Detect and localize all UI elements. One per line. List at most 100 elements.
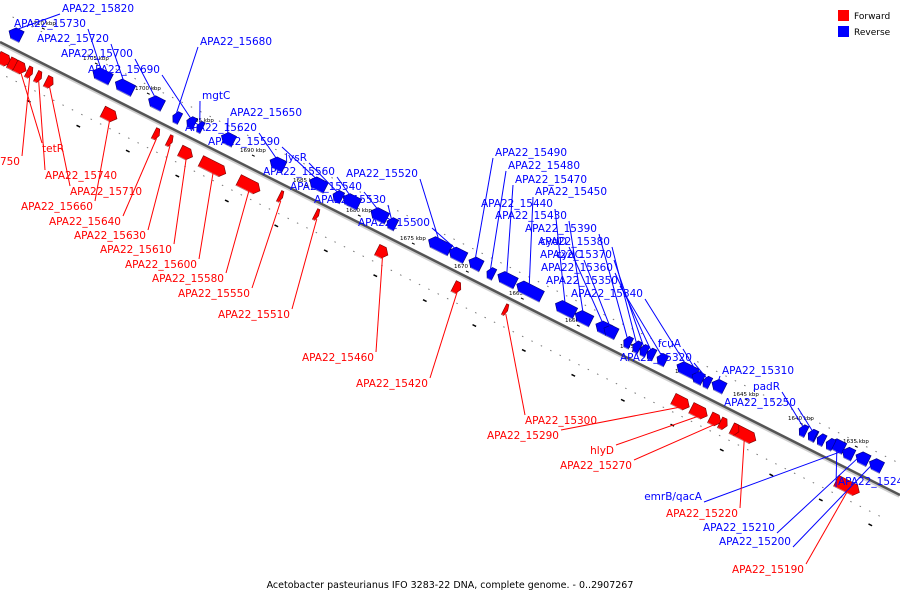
- gene-arrow-hlyd[interactable]: [688, 402, 708, 420]
- gene-arrow-extra-1[interactable]: [816, 433, 828, 448]
- gene-label-apa22-15700[interactable]: APA22_15700: [61, 48, 133, 60]
- gene-arrow-apa22-15720[interactable]: [114, 78, 137, 97]
- gene-arrow-apa22-15200[interactable]: [869, 458, 886, 474]
- gene-arrow-apa22-15660[interactable]: [99, 105, 118, 123]
- gene-label-apa22-15560[interactable]: APA22_15560: [263, 166, 335, 178]
- gene-label-apa22-15360[interactable]: APA22_15360: [541, 262, 613, 274]
- gene-label-apa22-15650[interactable]: APA22_15650: [230, 107, 302, 119]
- gene-label-apa22-15530[interactable]: APA22_15530: [314, 194, 386, 206]
- gene-arrow-mgtc[interactable]: [196, 120, 206, 135]
- gene-arrow-apa22-15650[interactable]: [221, 132, 238, 148]
- gene-label-apa22-15220[interactable]: APA22_15220: [666, 508, 738, 520]
- gene-label-apa22-15610[interactable]: APA22_15610: [100, 244, 172, 256]
- gene-label-apa22-15460[interactable]: APA22_15460: [302, 352, 374, 364]
- gene-arrow-apa22-15640[interactable]: [150, 127, 161, 141]
- gene-label-apa22-15310[interactable]: APA22_15310: [722, 365, 794, 377]
- gene-label-apa22-15380[interactable]: APA22_15380: [538, 236, 610, 248]
- gene-arrow-extra-2[interactable]: [825, 437, 837, 452]
- gene-arrow-cydc[interactable]: [603, 324, 620, 341]
- gene-label-apa22-15290[interactable]: APA22_15290: [487, 430, 559, 442]
- gene-arrow-apa22-15430[interactable]: [574, 310, 595, 328]
- gene-arrow-apa22-15690[interactable]: [186, 116, 198, 131]
- gene-label-apa22-15340[interactable]: APA22_15340: [571, 288, 643, 300]
- gene-label-apa22-15300[interactable]: APA22_15300: [525, 415, 597, 427]
- gene-label-apa22-15520[interactable]: APA22_15520: [346, 168, 418, 180]
- gene-arrow-apa22-15710[interactable]: [42, 74, 54, 89]
- gene-label-apa22-15730[interactable]: APA22_15730: [14, 18, 86, 30]
- gene-arrow-unlabeled-0[interactable]: [0, 50, 12, 67]
- gene-arrow-apa22-15310[interactable]: [711, 378, 728, 395]
- gene-label-apa22-15210[interactable]: APA22_15210: [703, 522, 775, 534]
- gene-label-apa22-15350[interactable]: APA22_15350: [546, 275, 618, 287]
- gene-label-cydd[interactable]: cydD: [540, 236, 567, 248]
- gene-arrow-apa22-15490[interactable]: [468, 256, 485, 273]
- gene-arrow-apa22-15390[interactable]: [623, 335, 635, 350]
- gene-arrow-extra-0[interactable]: [807, 428, 819, 443]
- gene-arrow-apa22-15520[interactable]: [428, 236, 454, 257]
- gene-arrow-apa22-15480[interactable]: [486, 267, 498, 281]
- gene-label-apa22-15430[interactable]: APA22_15430: [495, 210, 567, 222]
- gene-arrow-apa22-15730[interactable]: [92, 67, 114, 86]
- gene-label-apa22-15690[interactable]: APA22_15690: [88, 64, 160, 76]
- gene-label-apa22-15200[interactable]: APA22_15200: [719, 536, 791, 548]
- gene-arrow-apa22-15320[interactable]: [702, 375, 714, 390]
- gene-arrow-apa22-15190[interactable]: [833, 474, 860, 497]
- gene-label-apa22-15630[interactable]: APA22_15630: [74, 230, 146, 242]
- gene-label-mgtc[interactable]: mgtC: [202, 90, 230, 102]
- gene-label-apa22-15660[interactable]: APA22_15660: [21, 201, 93, 213]
- gene-arrow-apa22-15620[interactable]: [269, 156, 288, 174]
- gene-arrow-apa22-15700[interactable]: [148, 95, 166, 112]
- gene-label-apa22-15470[interactable]: APA22_15470: [515, 174, 587, 186]
- gene-label-apa22-15720[interactable]: APA22_15720: [37, 33, 109, 45]
- gene-arrow-apa22-15210[interactable]: [855, 451, 872, 468]
- gene-label-apa22-15550[interactable]: APA22_15550: [178, 288, 250, 300]
- gene-arrow-apa22-15680[interactable]: [172, 111, 184, 126]
- gene-arrow-apa22-15500[interactable]: [448, 246, 469, 265]
- gene-arrow-apa22-15820[interactable]: [8, 27, 25, 44]
- gene-arrow-apa22-15610[interactable]: [176, 144, 193, 161]
- gene-label-fcua[interactable]: fcuA: [658, 338, 682, 350]
- gene-label-apa22-15750[interactable]: APA22_15750: [0, 156, 20, 168]
- gene-label-apa22-15680[interactable]: APA22_15680: [200, 36, 272, 48]
- gene-label-apa22-15240[interactable]: APA22_15240: [838, 476, 900, 488]
- gene-arrow-padr[interactable]: [798, 424, 810, 439]
- gene-label-apa22-15500[interactable]: APA22_15500: [358, 217, 430, 229]
- gene-label-lysr[interactable]: lysR: [285, 152, 307, 164]
- gene-label-apa22-15740[interactable]: APA22_15740: [45, 170, 117, 182]
- gene-arrow-apa22-15370[interactable]: [639, 344, 651, 358]
- gene-label-apa22-15640[interactable]: APA22_15640: [49, 216, 121, 228]
- gene-arrow-apa22-15350[interactable]: [656, 353, 670, 368]
- gene-label-apa22-15270[interactable]: APA22_15270: [560, 460, 632, 472]
- gene-arrow-apa22-15380[interactable]: [632, 340, 644, 355]
- gene-arrow-extra-3[interactable]: [716, 416, 728, 431]
- gene-label-cydc[interactable]: cydC: [556, 249, 582, 261]
- gene-arrow-apa22-15440[interactable]: [555, 300, 579, 320]
- gene-arrow-apa22-15420[interactable]: [450, 280, 462, 295]
- gene-label-apa22-15600[interactable]: APA22_15600: [125, 259, 197, 271]
- gene-arrow-apa22-15550[interactable]: [275, 190, 285, 203]
- gene-label-tetr[interactable]: tetR: [42, 143, 64, 155]
- gene-label-apa22-15250[interactable]: APA22_15250: [724, 397, 796, 409]
- gene-label-apa22-15420[interactable]: APA22_15420: [356, 378, 428, 390]
- gene-arrow-apa22-15450[interactable]: [516, 280, 545, 303]
- gene-label-apa22-15540[interactable]: APA22_15540: [290, 181, 362, 193]
- gene-label-apa22-15620[interactable]: APA22_15620: [185, 122, 257, 134]
- gene-label-apa22-15480[interactable]: APA22_15480: [508, 160, 580, 172]
- gene-label-apa22-15590[interactable]: APA22_15590: [208, 136, 280, 148]
- gene-arrow-apa22-15360[interactable]: [646, 347, 658, 362]
- gene-label-apa22-15580[interactable]: APA22_15580: [152, 273, 224, 285]
- gene-label-apa22-15320[interactable]: APA22_15320: [620, 352, 692, 364]
- gene-label-padr[interactable]: padR: [753, 381, 780, 393]
- gene-arrow-apa22-15740[interactable]: [32, 69, 43, 84]
- gene-label-hlyd[interactable]: hlyD: [590, 445, 614, 457]
- gene-arrow-apa22-15630[interactable]: [164, 134, 174, 148]
- gene-arrow-apa22-15300[interactable]: [500, 303, 510, 317]
- gene-arrow-apa22-15530[interactable]: [386, 217, 400, 232]
- gene-label-apa22-15440[interactable]: APA22_15440: [481, 198, 553, 210]
- gene-arrow-apa22-15470[interactable]: [497, 271, 519, 290]
- gene-arrow-apa22-15600[interactable]: [197, 155, 227, 178]
- gene-arrow-apa22-15290[interactable]: [670, 392, 690, 411]
- gene-arrow-apa22-15270[interactable]: [706, 411, 722, 427]
- gene-label-emrb-qaca[interactable]: emrB/qacA: [644, 491, 703, 503]
- gene-arrow-apa22-15750[interactable]: [23, 65, 34, 79]
